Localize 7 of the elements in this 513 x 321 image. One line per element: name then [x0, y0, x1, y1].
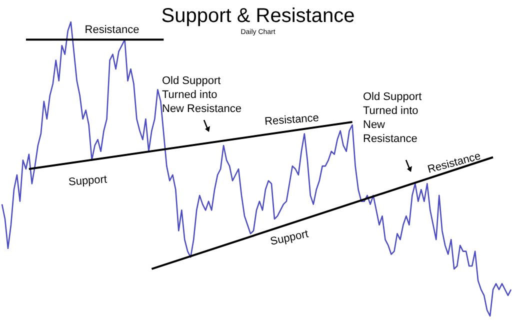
- annotation: Old Support Turned into New Resistance: [363, 91, 422, 145]
- annotation: Resistance: [264, 112, 320, 128]
- annotation: Support: [68, 174, 108, 188]
- annotation: Resistance: [84, 24, 140, 36]
- annotation: Support: [269, 228, 310, 248]
- annotation: Old Support Turned into New Resistance: [162, 75, 242, 115]
- chart-title: Support & Resistance: [161, 5, 355, 27]
